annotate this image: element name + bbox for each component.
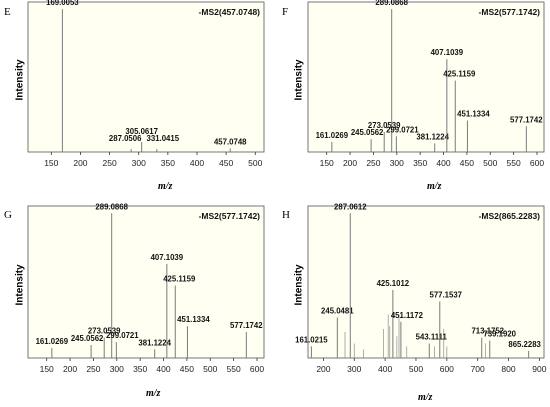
peak-label: 331.0415 [147,134,180,143]
x-tick-label: 400 [190,158,204,168]
peak-label: 407.1039 [431,48,464,57]
x-tick-label: 350 [161,158,175,168]
peak-label: 305.0617 [125,127,158,136]
x-axis-label: m/z [418,392,433,403]
x-tick-label: 200 [73,158,87,168]
peak-label: 169.0053 [46,0,79,7]
x-tick-label: 700 [471,364,485,374]
peak-label: 425.1159 [443,70,476,79]
x-tick-label: 200 [63,364,77,374]
peak-label: 273.0539 [88,327,121,336]
peak-label: 381.1224 [138,338,171,347]
x-tick-label: 350 [413,158,427,168]
peak-label: 407.1039 [151,253,184,262]
x-tick-label: 900 [532,364,546,374]
peak-label: 425.1159 [163,275,196,284]
x-tick-label: 800 [501,364,515,374]
peak-label: 287.0506 [109,134,142,143]
x-tick-label: 500 [409,364,423,374]
x-tick-label: 300 [110,364,124,374]
peak-label: 287.0612 [334,202,367,211]
precursor-annotation: -MS2(865.2283) [479,211,541,221]
peak-label: 577.1742 [230,321,263,330]
chart-panel-h: 200 300 400 500 600 700 800 900 161.0215 245.0481… [295,202,547,374]
peak-label: 245.0562 [71,334,104,343]
x-tick-label: 400 [436,158,450,168]
peak-label: 289.0868 [375,0,408,7]
peak-label: 739.1920 [483,330,516,339]
x-tick-label: 300 [132,158,146,168]
x-tick-label: 250 [102,158,116,168]
plot-area [27,1,265,153]
precursor-annotation: -MS2(577.1742) [479,7,541,17]
peak-label: 161.0269 [36,337,69,346]
x-tick-label: 600 [530,158,544,168]
peak-label: 451.1334 [177,315,210,324]
x-tick-label: 500 [248,158,262,168]
x-tick-label: 500 [483,158,497,168]
x-tick-label: 500 [203,364,217,374]
panel-letter: H [282,209,290,221]
x-tick-label: 350 [133,364,147,374]
panel-letter: E [4,6,11,18]
chart-panel-f: 150 200 250 300 350 400 450 500 550 600 161.0269 24… [307,0,545,168]
peak-label: 457.0748 [214,137,247,146]
x-axis-label: m/z [146,388,161,399]
x-axis-label: m/z [158,181,173,192]
x-tick-label: 400 [378,364,392,374]
x-tick-label: 550 [507,158,521,168]
peak-label: 161.0215 [295,335,328,344]
x-tick-label: 250 [366,158,380,168]
peak-label: 451.1334 [457,110,490,119]
x-tick-label: 450 [460,158,474,168]
peak-label: 577.1537 [430,291,463,300]
x-tick-label: 150 [40,364,54,374]
peak-label: 865.2283 [508,340,541,349]
x-tick-label: 400 [156,364,170,374]
x-tick-label: 200 [316,364,330,374]
peak-label: 299.0721 [106,331,139,340]
plot-area [307,1,545,153]
panel-letter: G [4,209,12,221]
x-tick-label: 150 [44,158,58,168]
x-tick-label: 450 [180,364,194,374]
peak-label: 577.1742 [510,115,543,124]
plot-area [307,205,545,359]
x-tick-label: 550 [227,364,241,374]
peak-label: 245.0562 [351,128,384,137]
x-tick-label: 300 [347,364,361,374]
peak-label: 381.1224 [416,132,449,141]
x-tick-label: 300 [390,158,404,168]
peak-label: 299.0721 [386,125,419,134]
peak-label: 543.1111 [416,333,448,342]
x-axis-label: m/z [427,181,442,192]
peak-label: 245.0481 [321,306,354,315]
x-tick-label: 600 [440,364,454,374]
chart-panel-g: 150 200 250 300 350 400 450 500 550 600 161.0269 24… [27,202,265,374]
x-tick-label: 150 [320,158,334,168]
peak-label: 161.0269 [316,131,349,140]
peak-label: 713.1752 [471,327,504,336]
peak-label: 451.1172 [391,311,424,320]
x-tick-label: 200 [343,158,357,168]
x-tick-label: 250 [86,364,100,374]
panel-letter: F [282,6,289,18]
x-tick-label: 450 [219,158,233,168]
peak-label: 273.0539 [368,121,401,130]
x-tick-label: 600 [250,364,264,374]
chart-panel-e: 150 200 250 300 350 400 450 500 169.0053 287.0506… [27,0,265,168]
peak-label: 289.0868 [95,202,128,211]
precursor-annotation: -MS2(577.1742) [199,211,261,221]
plot-area [27,205,265,359]
precursor-annotation: -MS2(457.0748) [199,7,261,17]
peak-label: 425.1012 [377,279,410,288]
